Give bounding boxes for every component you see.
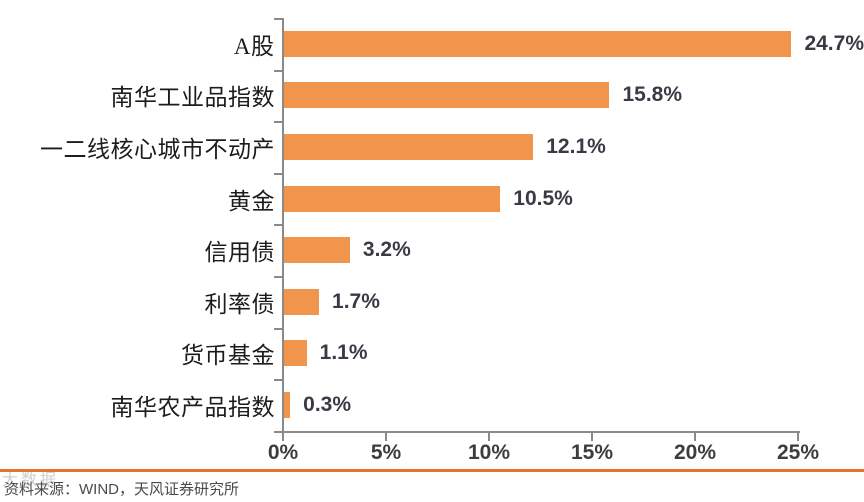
- category-label: A股: [233, 33, 275, 59]
- category-label: 货币基金: [181, 343, 275, 369]
- category-label: 南华农产品指数: [110, 394, 275, 420]
- bar-rows: A股 24.7% 南华工业品指数 15.8% 一二线核心城市不动产 12.1% …: [0, 18, 864, 431]
- y-tick: [274, 430, 282, 433]
- category-label: 信用债: [204, 240, 275, 266]
- bar: [284, 288, 320, 315]
- category-label: 黄金: [228, 188, 275, 214]
- value-label: 1.1%: [319, 341, 368, 365]
- y-tick: [274, 379, 282, 382]
- bar: [284, 391, 291, 418]
- x-tick-label: 15%: [570, 441, 614, 464]
- value-label: 3.2%: [362, 238, 411, 262]
- value-label: 15.8%: [622, 83, 683, 107]
- value-label: 10.5%: [513, 186, 573, 210]
- bar-chart: A股 24.7% 南华工业品指数 15.8% 一二线核心城市不动产 12.1% …: [0, 18, 864, 464]
- x-tick: [385, 431, 387, 441]
- y-tick: [274, 121, 282, 124]
- x-tick: [694, 431, 696, 441]
- x-tick-label: 5%: [370, 441, 402, 464]
- y-tick: [274, 69, 282, 72]
- y-tick: [274, 276, 282, 278]
- bar: [284, 185, 501, 212]
- bar: [284, 340, 307, 367]
- value-label: 1.7%: [332, 289, 380, 313]
- x-tick: [797, 431, 799, 441]
- bar: [283, 30, 792, 57]
- y-tick: [274, 18, 282, 20]
- bar-row: 信用债 3.2%: [0, 224, 864, 276]
- category-label: 利率债: [204, 291, 275, 317]
- bar: [284, 237, 350, 264]
- bar-row: 货币基金 1.1%: [0, 328, 864, 380]
- y-tick: [274, 172, 282, 175]
- category-label: 南华工业品指数: [110, 85, 275, 111]
- value-label: 24.7%: [804, 31, 864, 55]
- bar-row: 南华农产品指数 0.3%: [0, 379, 864, 431]
- y-tick: [274, 224, 282, 227]
- x-tick-label: 0%: [267, 441, 299, 464]
- bar-row: A股 24.7%: [0, 18, 864, 70]
- x-tick: [282, 431, 284, 441]
- y-tick: [274, 327, 282, 330]
- bar: [284, 82, 610, 109]
- bar: [284, 133, 534, 160]
- bar-row: 黄金 10.5%: [0, 173, 864, 225]
- bar-row: 利率债 1.7%: [0, 276, 864, 328]
- x-tick: [488, 431, 490, 441]
- x-tick: [591, 431, 593, 441]
- footer-divider: [0, 469, 864, 472]
- x-tick-label: 20%: [673, 441, 717, 464]
- value-label: 12.1%: [546, 134, 606, 158]
- x-axis-line: [282, 431, 800, 433]
- x-tick-label: 25%: [776, 441, 820, 464]
- source-text: 资料来源：WIND，天风证券研究所: [4, 481, 239, 498]
- bar-row: 一二线核心城市不动产 12.1%: [0, 121, 864, 173]
- category-label: 一二线核心城市不动产: [40, 136, 275, 162]
- bar-row: 南华工业品指数 15.8%: [0, 70, 864, 122]
- x-tick-label: 10%: [467, 441, 511, 464]
- y-axis-line: [282, 18, 284, 433]
- value-label: 0.3%: [303, 392, 352, 416]
